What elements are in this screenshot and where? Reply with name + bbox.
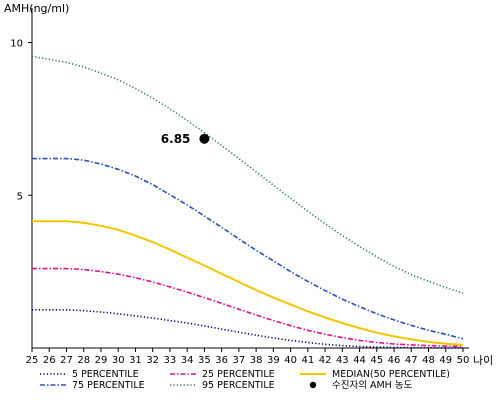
legend-label: 25 PERCENTILE: [202, 369, 275, 380]
patient-amh-point: [199, 133, 210, 144]
x-tick-label: 28: [77, 355, 90, 366]
x-tick-label: 45: [370, 355, 383, 366]
x-tick-label: 46: [388, 355, 401, 366]
legend-point-marker: [309, 381, 317, 389]
axes: 5 10 25 26 27 28 29 30 31 32 33 34 35 36 37 38 39 40 41 42 4…: [4, 2, 493, 367]
legend-label: 수진자의 AMH 농도: [332, 380, 413, 391]
legend-label: 5 PERCENTILE: [72, 369, 139, 380]
x-tick-label: 33: [164, 355, 177, 366]
patient-amh-value-label: 6.85: [161, 132, 191, 146]
series-line-95-percentile: [31, 55, 464, 294]
x-axis-title: 나이: [473, 354, 493, 367]
series-line-25-percentile: [32, 267, 464, 348]
x-tick-label: 42: [319, 355, 332, 366]
x-tick-label: 37: [233, 355, 246, 366]
series-line-median-50-percentile-: [32, 220, 464, 346]
x-tick-label: 25: [26, 355, 39, 366]
legend-label: 75 PERCENTILE: [72, 380, 145, 391]
x-tick-label: 31: [129, 355, 142, 366]
x-tick-label: 39: [267, 355, 280, 366]
x-tick-label: 29: [95, 355, 108, 366]
y-tick-label: 5: [17, 191, 23, 202]
x-tick-label: 26: [43, 355, 56, 366]
series-line-5-percentile: [32, 308, 463, 349]
x-tick-label: 34: [181, 355, 194, 366]
x-tick-label: 30: [112, 355, 125, 366]
legend: 5 PERCENTILE 25 PERCENTILE MEDIAN(50 PERCE…: [40, 369, 450, 391]
legend-label: 95 PERCENTILE: [202, 380, 275, 391]
x-tick-label: 27: [60, 355, 73, 366]
x-tick-label: 44: [353, 355, 366, 366]
x-tick-label: 47: [405, 355, 418, 366]
x-tick-label: 48: [422, 355, 435, 366]
highlight-group: 6.85: [161, 132, 210, 146]
x-tick-label: 40: [284, 355, 297, 366]
x-tick-label: 50: [457, 355, 470, 366]
y-axis-title: AMH(ng/ml): [4, 2, 69, 15]
series-group: [31, 55, 464, 349]
x-tick-label: 49: [439, 355, 452, 366]
x-tick-label: 43: [336, 355, 349, 366]
series-line-75-percentile: [32, 157, 464, 340]
x-tick-label: 41: [301, 355, 314, 366]
legend-label: MEDIAN(50 PERCENTILE): [332, 369, 450, 380]
y-tick-label: 10: [10, 39, 23, 50]
x-tick-label: 38: [250, 355, 263, 366]
x-tick-label: 32: [146, 355, 159, 366]
x-tick-label: 36: [215, 355, 228, 366]
x-tick-label: 35: [198, 355, 211, 366]
